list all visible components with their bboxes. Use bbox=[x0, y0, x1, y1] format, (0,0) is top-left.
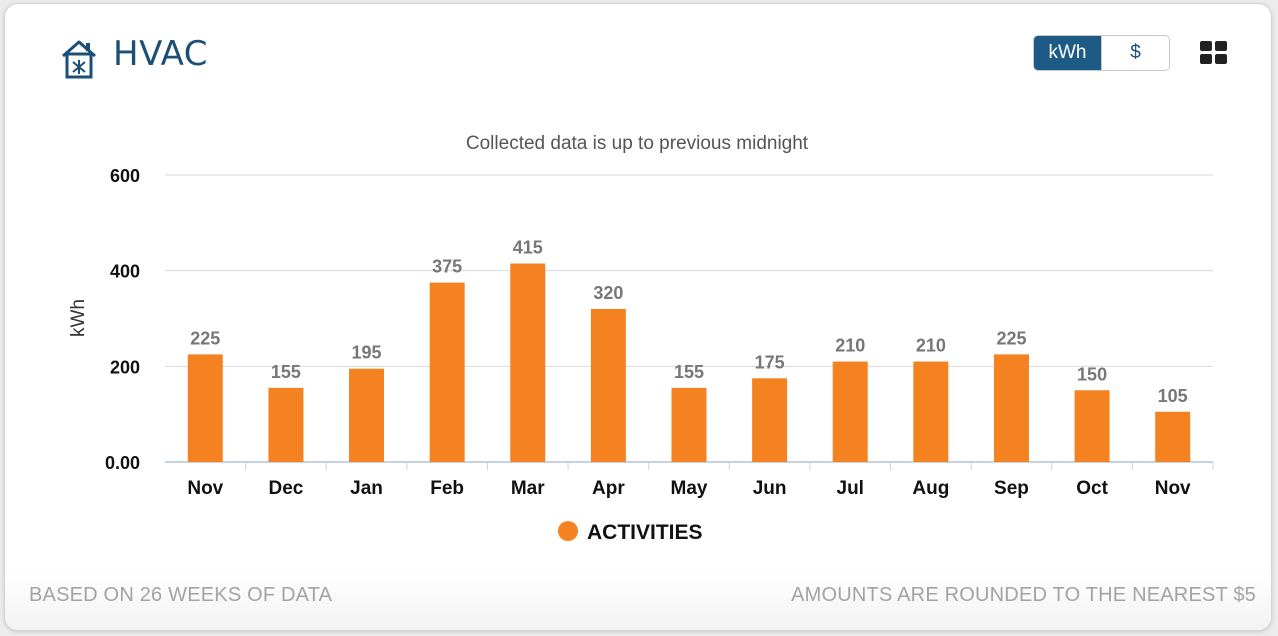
footer-data-note: BASED ON 26 WEEKS OF DATA bbox=[29, 584, 333, 606]
dollar-toggle-button[interactable]: $ bbox=[1101, 36, 1169, 70]
unit-toggle: kWh $ bbox=[1033, 35, 1170, 71]
x-tick-label: Aug bbox=[912, 478, 949, 499]
data-label: 155 bbox=[271, 362, 301, 382]
y-tick-label: 600 bbox=[110, 166, 140, 186]
data-label: 320 bbox=[593, 283, 623, 303]
bar[interactable] bbox=[1074, 390, 1110, 462]
bar[interactable] bbox=[752, 378, 788, 462]
card-footer bbox=[5, 572, 1271, 630]
x-tick-label: Nov bbox=[187, 478, 223, 499]
x-tick-label: Dec bbox=[268, 478, 303, 499]
bar[interactable] bbox=[429, 282, 465, 462]
data-label: 150 bbox=[1077, 364, 1107, 384]
bar[interactable] bbox=[590, 308, 626, 462]
legend-label[interactable]: ACTIVITIES bbox=[587, 521, 703, 544]
grid-view-icon[interactable] bbox=[1199, 40, 1229, 66]
y-tick-label: 0.00 bbox=[105, 453, 140, 473]
data-label: 155 bbox=[674, 362, 704, 382]
legend-marker bbox=[558, 521, 578, 541]
page-title: HVAC bbox=[113, 34, 209, 74]
x-tick-label: Oct bbox=[1076, 478, 1108, 499]
x-tick-label: Sep bbox=[994, 478, 1029, 499]
data-label: 105 bbox=[1158, 386, 1188, 406]
house-hvac-icon bbox=[62, 40, 96, 79]
data-label: 210 bbox=[916, 336, 946, 356]
bar-chart: Collected data is up to previous midnigh… bbox=[68, 133, 1214, 544]
y-axis-label: kWh bbox=[68, 299, 89, 337]
x-tick-label: Nov bbox=[1155, 478, 1191, 499]
x-tick-label: Apr bbox=[592, 478, 625, 499]
x-tick-label: May bbox=[671, 478, 708, 499]
data-label: 195 bbox=[352, 343, 382, 363]
bar[interactable] bbox=[1155, 411, 1191, 462]
data-label: 375 bbox=[432, 257, 462, 277]
x-tick-label: Jan bbox=[350, 478, 383, 499]
bar[interactable] bbox=[671, 387, 707, 462]
x-tick-label: Jul bbox=[837, 478, 864, 499]
bar[interactable] bbox=[268, 387, 304, 462]
bar[interactable] bbox=[349, 368, 385, 462]
bar[interactable] bbox=[832, 361, 868, 462]
x-tick-label: Mar bbox=[511, 478, 545, 499]
data-label: 175 bbox=[755, 352, 785, 372]
hvac-card: HVAC kWh $ bbox=[4, 3, 1272, 631]
y-tick-label: 400 bbox=[110, 262, 140, 282]
kwh-toggle-button[interactable]: kWh bbox=[1034, 36, 1101, 70]
y-tick-label: 200 bbox=[110, 357, 140, 377]
chart-subtitle: Collected data is up to previous midnigh… bbox=[466, 133, 809, 154]
data-label: 415 bbox=[513, 237, 543, 257]
data-label: 210 bbox=[835, 336, 865, 356]
data-label: 225 bbox=[996, 328, 1026, 348]
footer-rounding-note: AMOUNTS ARE ROUNDED TO THE NEAREST $5 bbox=[791, 584, 1256, 606]
bar[interactable] bbox=[187, 354, 223, 462]
bar[interactable] bbox=[913, 361, 949, 462]
data-label: 225 bbox=[190, 328, 220, 348]
x-tick-label: Feb bbox=[430, 478, 464, 499]
bar[interactable] bbox=[510, 263, 546, 462]
x-tick-label: Jun bbox=[753, 478, 787, 499]
bar[interactable] bbox=[993, 354, 1029, 462]
